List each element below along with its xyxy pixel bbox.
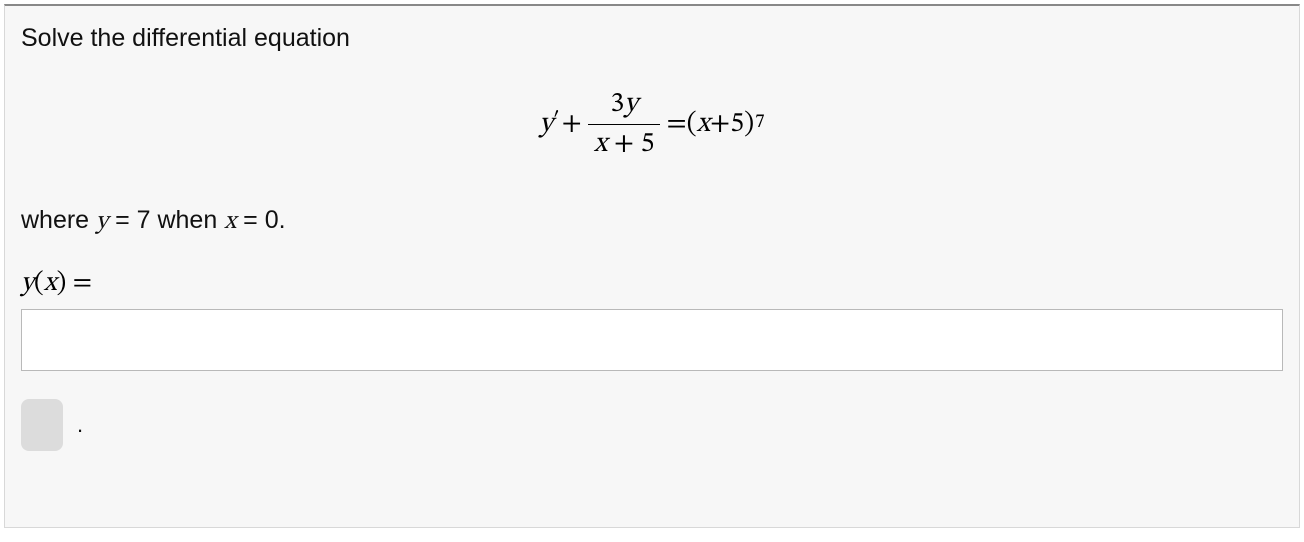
- differential-equation: y′ + 3y x + 5 = (x + 5)7: [21, 87, 1283, 162]
- eq-prime: ′: [553, 107, 560, 135]
- cond-eq2: =: [236, 206, 265, 234]
- cond-prefix: where: [21, 206, 96, 234]
- eq-rhs-const: 5: [730, 107, 744, 142]
- eq-rhs-close: ): [744, 107, 754, 142]
- cond-xval: 0: [265, 206, 279, 234]
- cond-mid: when: [151, 206, 225, 234]
- cond-x: x: [224, 209, 236, 234]
- ans-open: (: [34, 270, 44, 297]
- eq-frac-den: x + 5: [588, 124, 661, 162]
- ans-eq: =: [66, 270, 92, 297]
- cond-yval: 7: [137, 206, 151, 234]
- eq-fraction: 3y x + 5: [588, 87, 661, 162]
- submit-dot: .: [77, 412, 83, 438]
- cond-eq1: =: [108, 206, 137, 234]
- cond-y: y: [96, 209, 108, 234]
- submit-button[interactable]: [21, 399, 63, 451]
- submit-row: .: [21, 399, 1283, 451]
- ans-y: y: [21, 270, 34, 297]
- answer-label: y(x) =: [21, 267, 1283, 301]
- eq-equals: =: [666, 107, 686, 142]
- eq-lhs-y: y: [539, 107, 553, 142]
- eq-rhs-var: x: [697, 107, 710, 142]
- initial-condition: where y = 7 when x = 0.: [21, 206, 1283, 237]
- eq-frac-num: 3y: [604, 87, 643, 124]
- eq-rhs-exp: 7: [755, 110, 764, 135]
- ans-close: ): [57, 270, 67, 297]
- question-panel: Solve the differential equation y′ + 3y …: [4, 4, 1300, 528]
- cond-suffix: .: [279, 206, 286, 234]
- answer-input[interactable]: [21, 309, 1283, 371]
- eq-plus: +: [562, 107, 582, 142]
- eq-rhs-plus: +: [710, 107, 730, 142]
- eq-rhs-open: (: [687, 107, 697, 142]
- ans-x: x: [44, 270, 57, 297]
- prompt-text: Solve the differential equation: [21, 24, 1283, 53]
